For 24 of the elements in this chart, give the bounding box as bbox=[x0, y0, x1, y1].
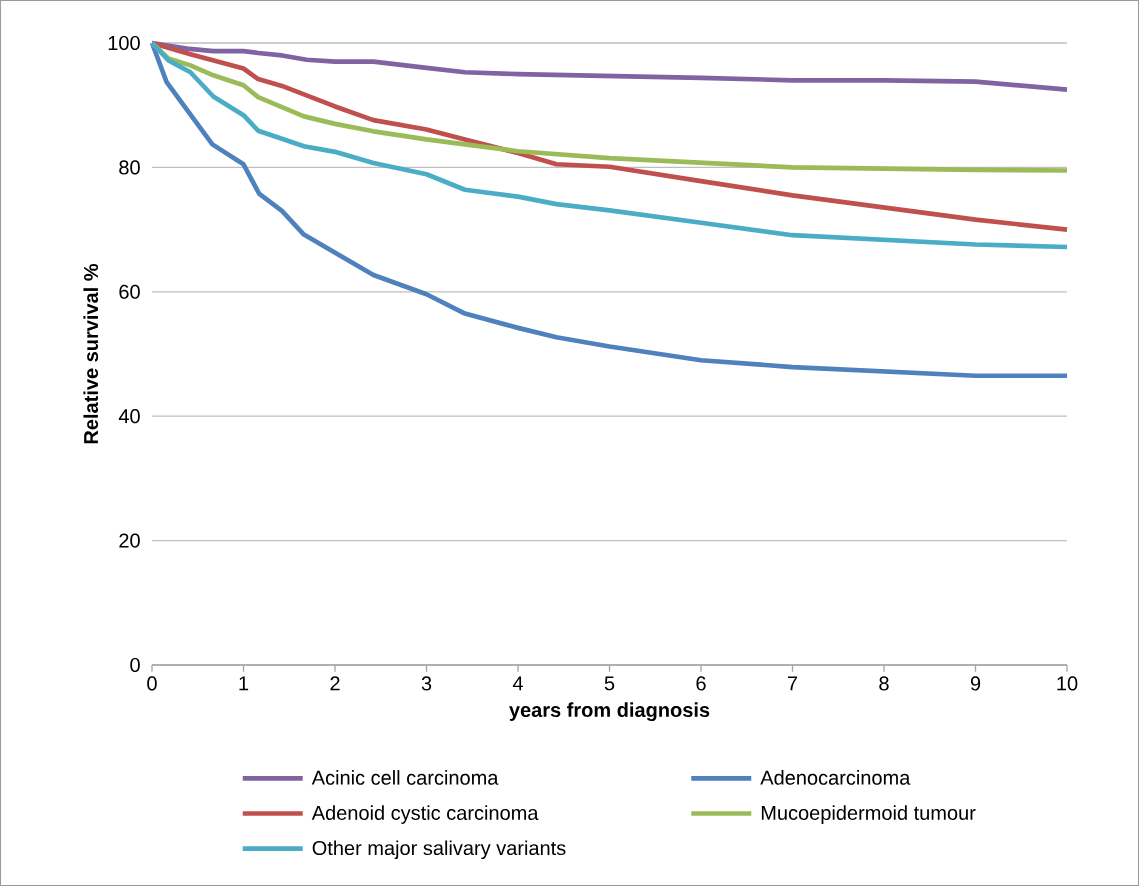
x-tick-label: 8 bbox=[879, 676, 889, 691]
x-tick-label: 1 bbox=[239, 676, 249, 691]
x-tick-label: 2 bbox=[330, 676, 340, 691]
legend-label: Adenocarcinoma bbox=[760, 770, 911, 785]
x-tick-label: 3 bbox=[421, 676, 432, 691]
x-tick-label: 10 bbox=[1057, 676, 1078, 691]
x-tick-label: 4 bbox=[512, 676, 523, 691]
legend-label: Acinic cell carcinoma bbox=[311, 770, 499, 785]
y-tick-label: 40 bbox=[118, 409, 140, 424]
x-axis-title: years from diagnosis bbox=[509, 702, 710, 722]
x-tick-label: 0 bbox=[147, 676, 157, 691]
legend-label: Mucoepidermoid tumour bbox=[761, 805, 976, 824]
y-tick-label: 60 bbox=[119, 284, 140, 299]
y-tick-label: 100 bbox=[108, 35, 140, 51]
y-axis-title: Relative survival % bbox=[83, 263, 99, 444]
x-tick-label: 9 bbox=[970, 676, 981, 691]
y-tick-label: 0 bbox=[130, 657, 140, 673]
legend-label: Other major salivary variants bbox=[312, 840, 566, 860]
y-tick-label: 20 bbox=[119, 533, 140, 548]
y-tick-label: 80 bbox=[119, 160, 140, 175]
x-tick-label: 6 bbox=[696, 676, 706, 691]
legend-label: Adenoid cystic carcinoma bbox=[311, 805, 539, 824]
x-tick-label: 7 bbox=[787, 676, 798, 691]
x-tick-label: 5 bbox=[604, 676, 615, 691]
